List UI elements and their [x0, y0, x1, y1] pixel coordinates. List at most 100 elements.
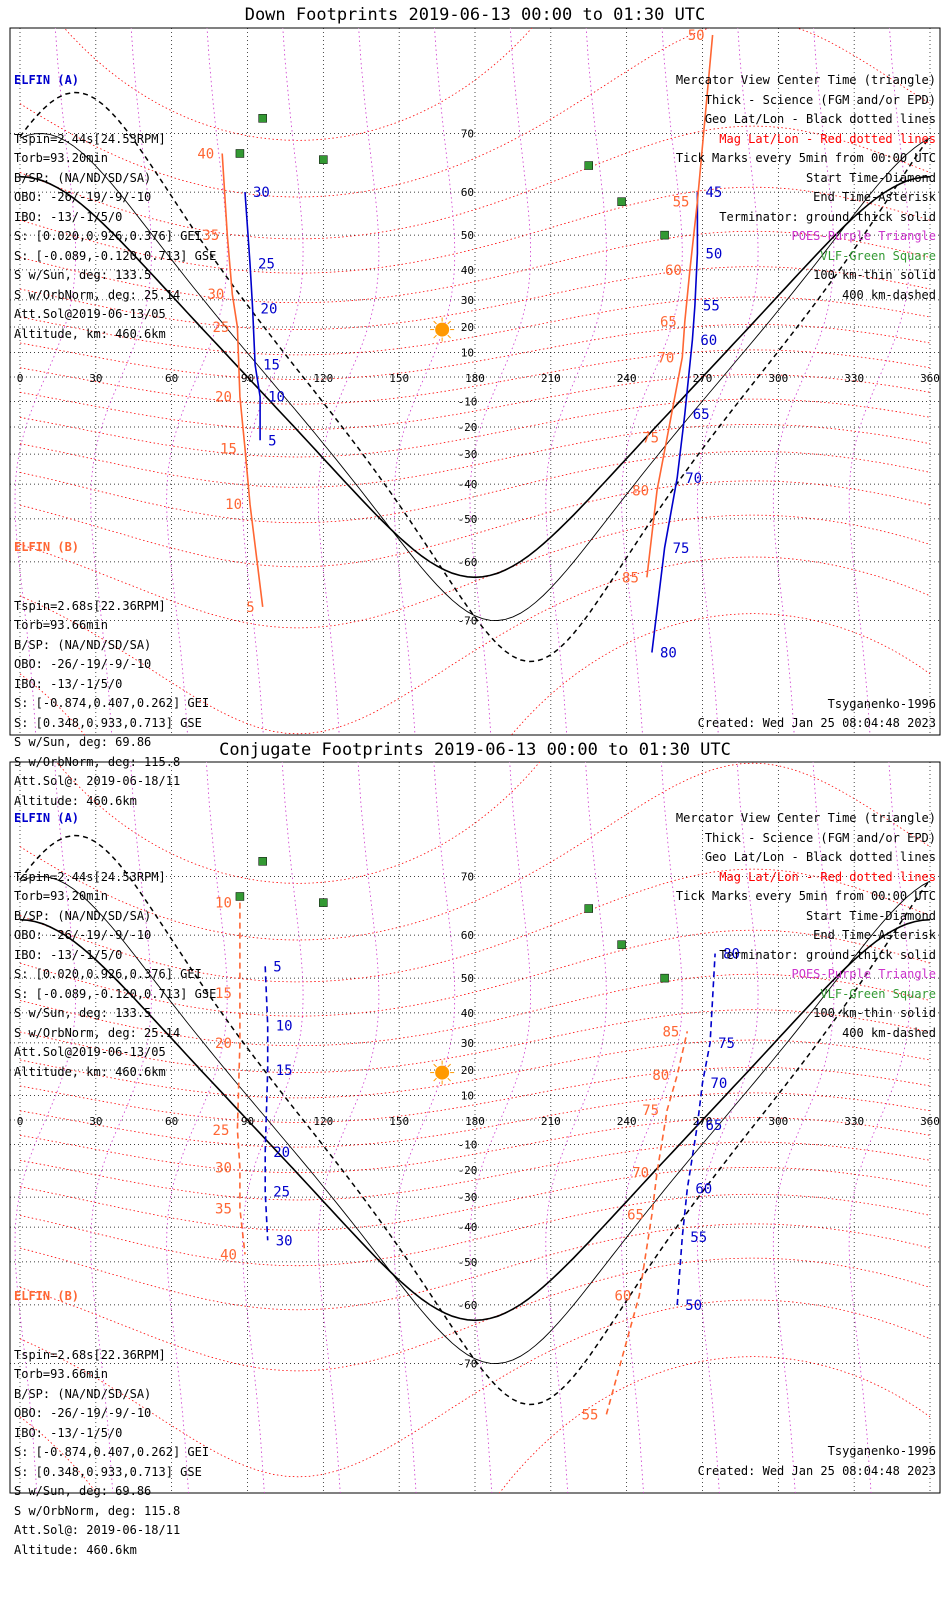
down-footprints-panel: Down Footprints 2019-06-13 00:00 to 01:3… — [0, 0, 950, 808]
elfin-b-info-line: IBO: -13/-1/5/0 — [14, 1425, 123, 1440]
elfin-b-tick-label: 20 — [215, 1036, 232, 1052]
elfin-a-tick-label: 50 — [705, 246, 722, 262]
y-tick-label: 60 — [461, 929, 474, 942]
legend: Mercator View Center Time (triangle) Thic… — [676, 32, 936, 344]
elfin-a-tick-label: 80 — [723, 947, 740, 963]
vlf-station — [235, 892, 245, 901]
x-tick-label: 120 — [313, 1115, 333, 1128]
elfin-b-tick-label: 70 — [632, 1166, 649, 1182]
x-tick-label: 330 — [844, 372, 864, 385]
x-tick-label: 30 — [89, 372, 102, 385]
mag-meridian — [848, 28, 911, 735]
mag-parallel — [19, 1117, 931, 1174]
terminator-ground — [19, 175, 931, 579]
y-tick-label: -50 — [457, 1256, 477, 1269]
elfin-a-info-line: Tspin=2.44s[24.53RPM] — [14, 131, 166, 146]
elfin-a-info-line: OBO: -26/-19/-9/-10 — [14, 928, 152, 942]
elfin-a-tick-label: 70 — [711, 1076, 728, 1092]
elfin-b-track — [221, 153, 264, 607]
y-tick-label: 10 — [461, 1089, 474, 1102]
vlf-station — [258, 857, 267, 866]
mag-parallel — [19, 323, 931, 380]
x-tick-label: 180 — [465, 1115, 485, 1128]
mag-meridian — [772, 762, 835, 1493]
legend-line: 400 km-dashed — [842, 287, 936, 302]
elfin-a-tick-label: 55 — [690, 1230, 707, 1246]
legend-line: Start Time-Diamond — [805, 170, 936, 185]
legend-lines: Mercator View Center Time (triangle) Thic… — [676, 71, 936, 305]
y-tick-label: 10 — [461, 346, 474, 359]
elfin-a-info-line: S: [0.020,0.926,0.376] GEI — [14, 967, 202, 981]
created-label: Created: Wed Jan 25 08:04:48 2023 — [697, 716, 936, 730]
y-tick-label: -60 — [457, 556, 477, 569]
elfin-b-tick-label: 10 — [225, 497, 242, 513]
mag-meridian — [393, 28, 456, 735]
legend-line: End Time-Asterisk — [813, 190, 936, 204]
elfin-b-info-line: S w/Sun, deg: 69.86 — [14, 735, 152, 749]
x-tick-label: 210 — [541, 1115, 561, 1128]
panel-title: Conjugate Footprints 2019-06-13 00:00 to… — [219, 740, 731, 760]
elfin-a-info-line: Att.Sol@2019-06-13/05 — [14, 307, 166, 321]
elfin-b-info-line: Torb=93.66min — [14, 618, 108, 632]
elfin-b-info-line: Altitude: 460.6km — [14, 1542, 137, 1557]
legend-lines: Mercator View Center Time (triangle) Thic… — [676, 809, 936, 1043]
x-tick-label: 300 — [768, 372, 788, 385]
elfin-a-header: ELFIN (A) — [14, 811, 80, 825]
elfin-a-info-line: S: [0.020,0.926,0.376] GEI — [14, 229, 202, 243]
elfin-b-header: ELFIN (B) — [14, 1289, 80, 1303]
legend-line: Terminator: ground-thick solid — [719, 209, 936, 224]
elfin-b-tick-label: 65 — [627, 1208, 644, 1224]
vlf-station — [319, 155, 328, 164]
elfin-a-track — [244, 192, 261, 441]
elfin-b-tick-label: 40 — [220, 1247, 237, 1263]
elfin-b-tick-label: 15 — [215, 986, 232, 1002]
elfin-a-tick-label: 15 — [276, 1063, 293, 1079]
elfin-b-tick-label: 75 — [642, 1103, 659, 1119]
y-tick-label: -30 — [457, 1191, 477, 1204]
elfin-a-tick-label: 75 — [673, 541, 690, 557]
mag-parallel — [19, 1356, 931, 1493]
y-tick-label: 30 — [461, 294, 474, 307]
elfin-b-info-line: Tspin=2.68s[22.36RPM] — [14, 598, 166, 613]
mag-meridian — [697, 762, 759, 1493]
elfin-b-info-line: S: [0.348,0.933,0.713] GSE — [14, 715, 202, 730]
elfin-b-info-line: Altitude: 460.6km — [14, 793, 137, 808]
terminator-400km — [19, 834, 931, 1406]
panel-title: Down Footprints 2019-06-13 00:00 to 01:3… — [244, 5, 706, 25]
x-tick-label: 60 — [165, 1115, 178, 1128]
elfin-b-tick-label: 30 — [207, 287, 224, 303]
y-tick-label: -10 — [457, 1139, 477, 1152]
x-tick-label: 270 — [693, 1115, 713, 1128]
x-tick-label: 210 — [541, 372, 561, 385]
model-label: Tsyganenko-1996 — [827, 697, 936, 711]
legend-line: Mag Lat/Lon - Red dotted lines — [719, 869, 936, 884]
y-tick-label: -40 — [457, 1221, 477, 1234]
elfin-b-tick-label: 10 — [215, 896, 232, 912]
y-tick-label: 30 — [461, 1037, 474, 1050]
elfin-a-info-line: IBO: -13/-1/5/0 — [14, 947, 123, 962]
legend-line: 400 km-dashed — [842, 1025, 936, 1040]
elfin-b-lines: Tspin=2.68s[22.36RPM] Torb=93.66min B/SP: … — [14, 597, 209, 812]
elfin-a-tick-label: 10 — [276, 1018, 293, 1034]
elfin-b-info-line: Att.Sol@: 2019-06-18/11 — [14, 774, 181, 788]
y-tick-label: 40 — [461, 1007, 474, 1020]
elfin-a-info-line: OBO: -26/-19/-9/-10 — [14, 190, 152, 204]
legend-line: End Time-Asterisk — [813, 928, 936, 942]
elfin-a-tick-label: 60 — [700, 333, 717, 349]
legend-line: 100 km-thin solid — [813, 1006, 936, 1020]
elfin-b-info-line: Torb=93.66min — [14, 1367, 108, 1381]
created-label: Created: Wed Jan 25 08:04:48 2023 — [697, 1464, 936, 1478]
elfin-a-tick-label: 60 — [695, 1182, 712, 1198]
x-tick-label: 330 — [844, 1115, 864, 1128]
elfin-a-info-line: IBO: -13/-1/5/0 — [14, 209, 123, 224]
elfin-a-tick-label: 70 — [685, 471, 702, 487]
x-tick-label: 90 — [241, 1115, 254, 1128]
x-tick-label: 0 — [17, 1115, 24, 1128]
terminator-100km — [19, 133, 931, 621]
elfin-b-tick-label: 60 — [614, 1288, 631, 1304]
elfin-b-tick-label: 80 — [632, 484, 649, 500]
elfin-b-info-line: B/SP: (NA/ND/SD/SA) — [14, 1386, 152, 1401]
mag-meridian — [697, 28, 759, 735]
elfin-a-info-line: Torb=93.20min — [14, 151, 108, 165]
x-tick-label: 360 — [920, 1115, 940, 1128]
